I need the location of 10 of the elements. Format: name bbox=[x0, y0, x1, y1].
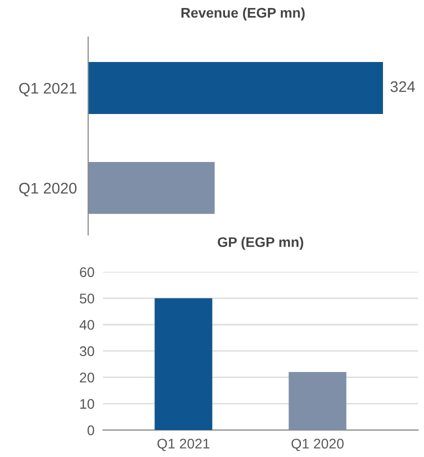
y-tick-label: 30 bbox=[80, 346, 94, 356]
y-tick-label: 50 bbox=[80, 294, 94, 304]
chart-title: GP (EGP mn) bbox=[218, 236, 304, 250]
data-label: 324 bbox=[390, 81, 415, 92]
y-tick-label: 40 bbox=[80, 320, 94, 330]
y-tick-label: 60 bbox=[80, 267, 94, 278]
y-tick-label: 10 bbox=[80, 399, 94, 409]
y-tick-label: 0 bbox=[88, 425, 94, 436]
chart-title: Revenue (EGP mn) bbox=[181, 8, 305, 20]
y-tick-label: 20 bbox=[80, 372, 94, 382]
